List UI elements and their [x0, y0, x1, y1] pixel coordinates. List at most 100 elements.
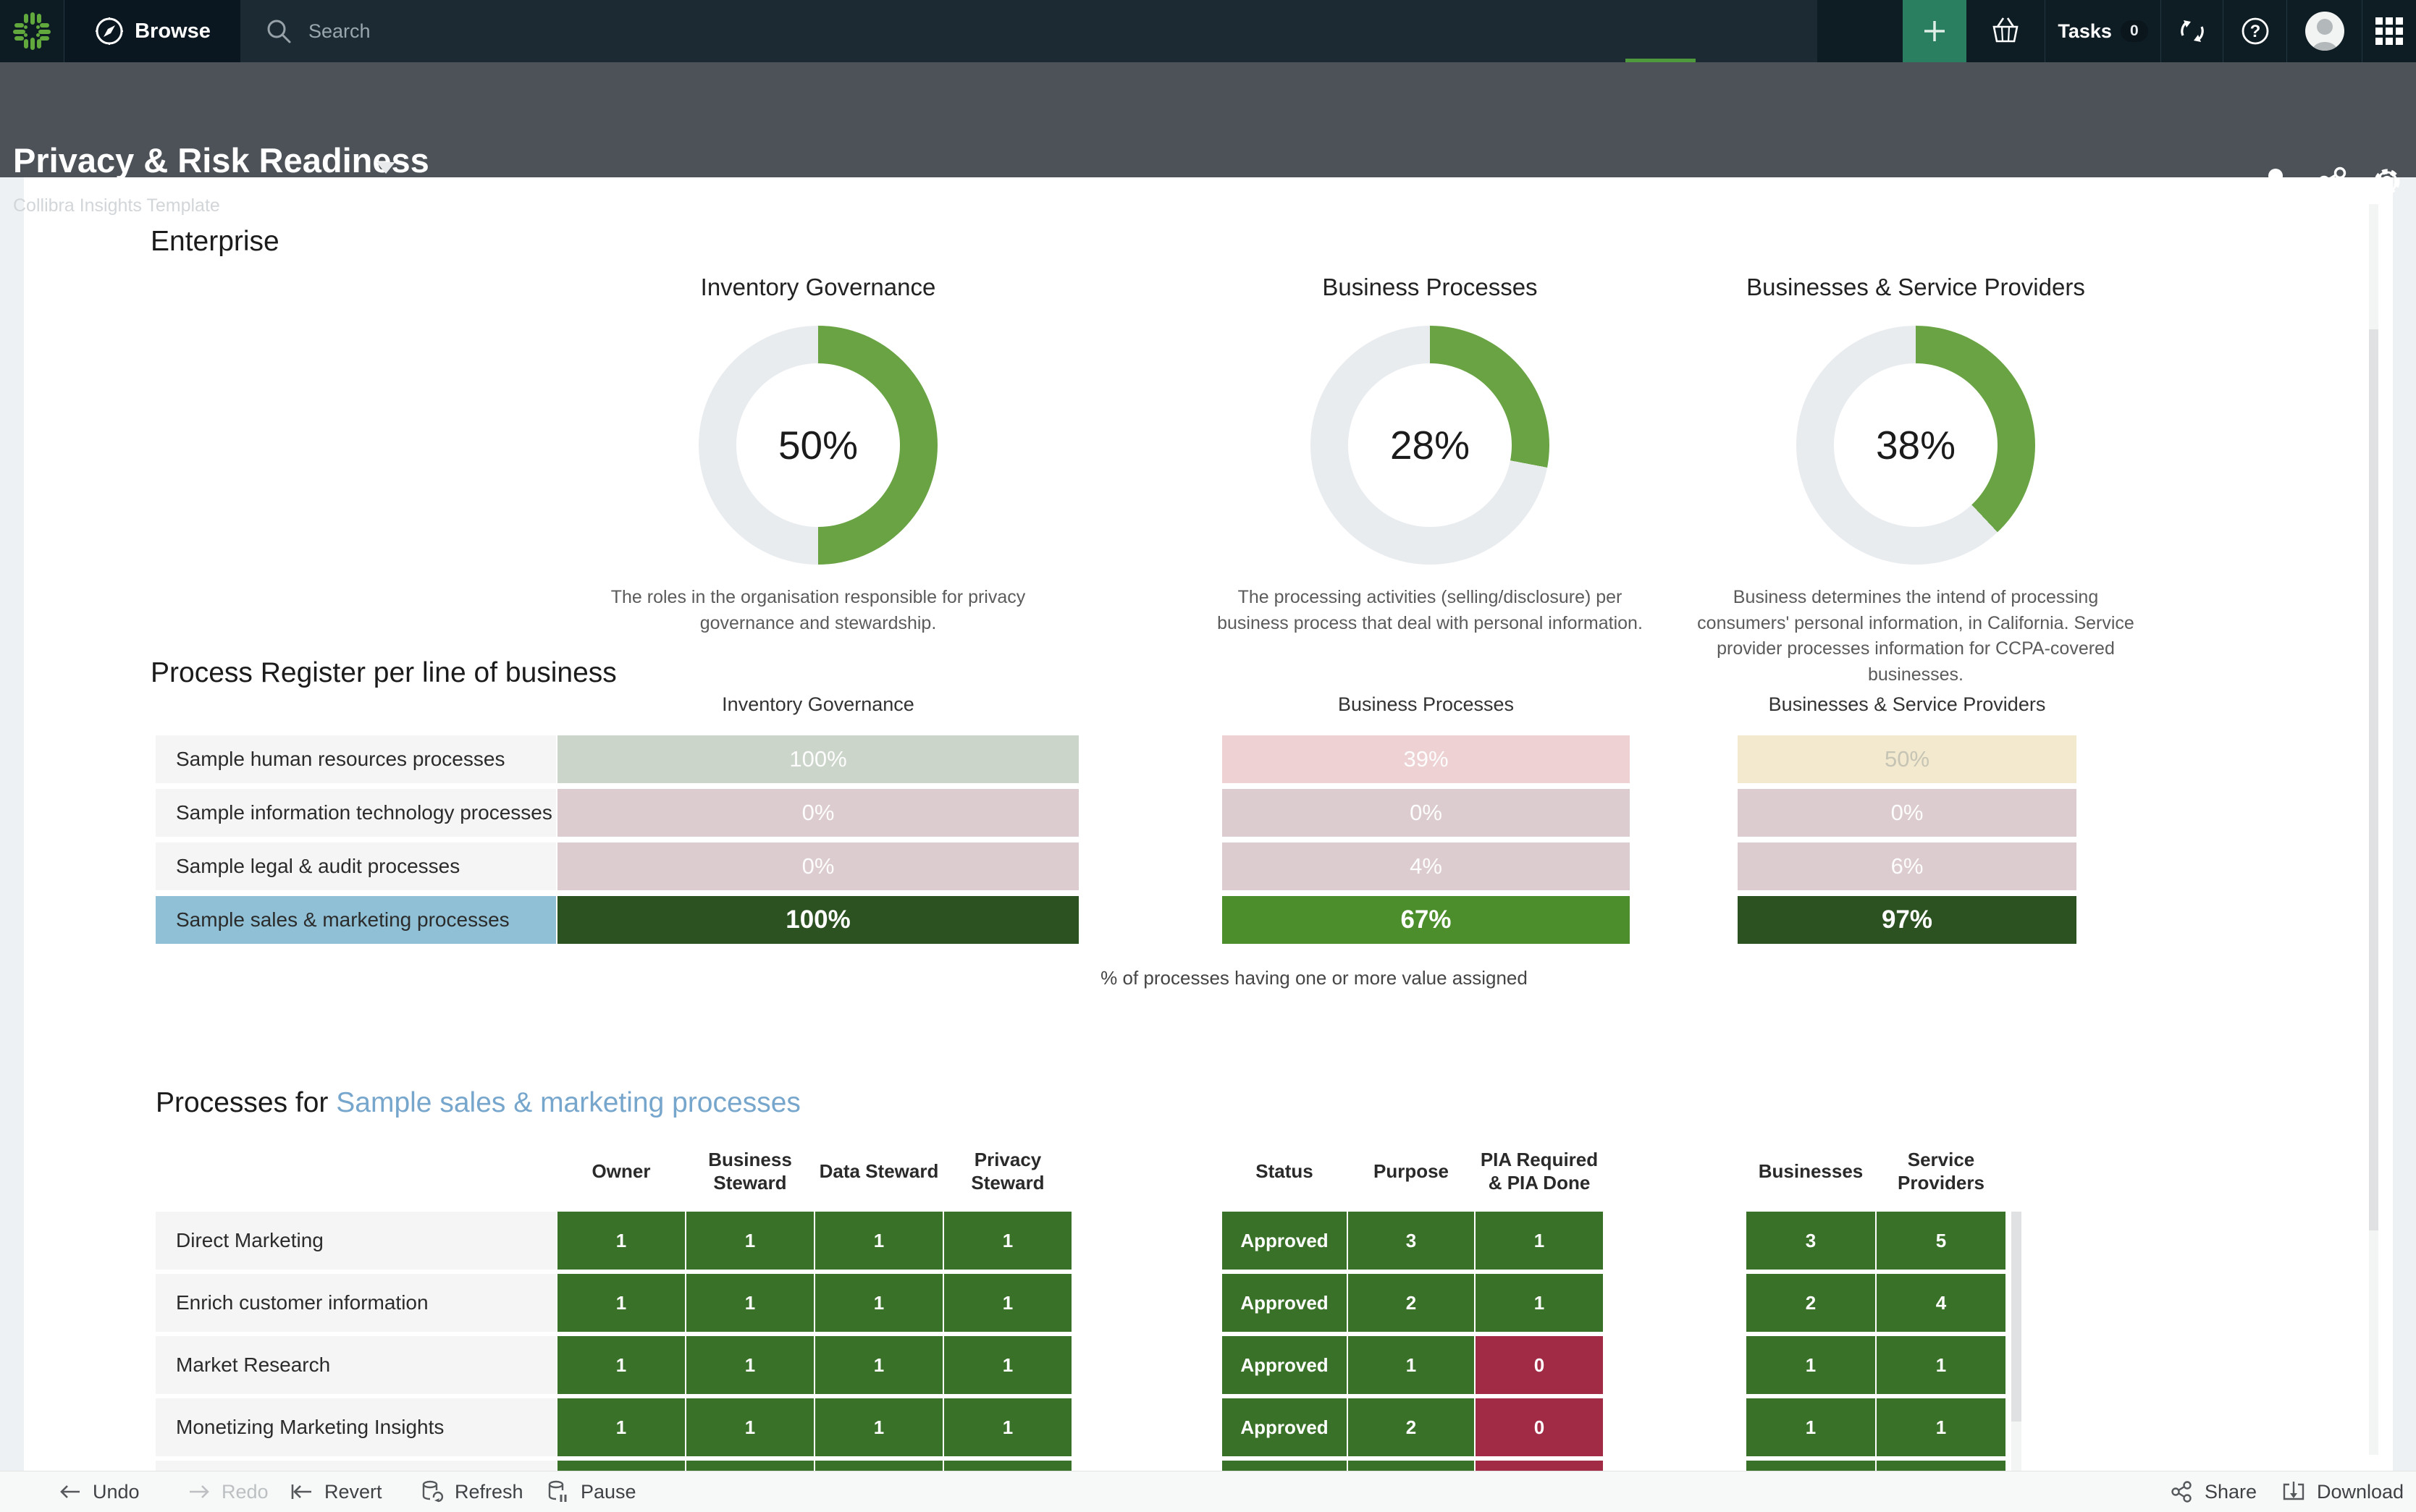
compass-icon	[96, 17, 124, 45]
shopping-basket-button[interactable]	[1966, 0, 2045, 62]
redo-icon	[190, 1485, 209, 1498]
register-row-label[interactable]: Sample legal & audit processes	[156, 842, 556, 890]
register-cell: 0%	[1222, 789, 1630, 837]
donut-title: Businesses & Service Providers	[1746, 274, 2085, 300]
process-cell-owner: 1	[557, 1336, 685, 1394]
share-button-header[interactable]	[2314, 164, 2350, 200]
section-heading-enterprise: Enterprise	[151, 226, 279, 257]
share-icon	[2318, 166, 2346, 197]
create-button[interactable]	[1903, 0, 1966, 62]
process-cell-providers: 1	[1877, 1398, 2005, 1456]
process-cell-owner: 1	[557, 1274, 685, 1332]
refresh-button[interactable]: Refresh	[418, 1471, 523, 1512]
process-cell-data-steward: 1	[815, 1398, 943, 1456]
process-cell-businesses: 2	[1746, 1274, 1875, 1332]
process-cell-data-steward: 1	[815, 1212, 943, 1270]
register-row-label[interactable]: Sample human resources processes	[156, 735, 556, 783]
register-cell: 0%	[1738, 789, 2076, 837]
revert-button[interactable]: Revert	[290, 1471, 382, 1512]
share-button[interactable]: Share	[2168, 1471, 2257, 1512]
register-cell: 100%	[557, 735, 1079, 783]
process-cell-status: Approved	[1222, 1274, 1347, 1332]
donut-title: Business Processes	[1322, 274, 1538, 300]
pause-button[interactable]: Pause	[544, 1471, 636, 1512]
processes-column-header: Privacy Steward	[971, 1148, 1045, 1194]
search-bar[interactable]: Search	[240, 0, 1817, 62]
grid-icon	[2375, 17, 2403, 45]
process-cell-pia-alert: 0	[1476, 1336, 1603, 1394]
register-footnote: % of processes having one or more value …	[1100, 967, 1528, 989]
processes-column-header: Status	[1255, 1160, 1313, 1182]
register-column-header: Businesses & Service Providers	[1768, 693, 2046, 715]
register-cell: 0%	[557, 842, 1079, 890]
process-cell-providers: 1	[1877, 1336, 2005, 1394]
donut-value: 28%	[1389, 423, 1470, 468]
download-button[interactable]: Download	[2281, 1471, 2404, 1512]
browse-button[interactable]: Browse	[64, 0, 240, 62]
process-row-label: Market Research	[156, 1336, 556, 1394]
register-cell: 0%	[557, 789, 1079, 837]
title-caret-icon[interactable]	[376, 162, 395, 174]
processes-column-header: Data Steward	[819, 1160, 939, 1182]
processes-heading-prefix: Processes for	[156, 1087, 337, 1118]
process-cell-business-steward: 1	[686, 1274, 814, 1332]
process-cell-status: Approved	[1222, 1212, 1347, 1270]
register-cell: 6%	[1738, 842, 2076, 890]
process-cell-business-steward: 1	[686, 1212, 814, 1270]
profile-button[interactable]	[2257, 164, 2294, 200]
process-cell-status: Approved	[1222, 1398, 1347, 1456]
donut-value: 50%	[778, 423, 859, 468]
settings-button[interactable]	[2369, 164, 2405, 200]
donut-caption: Business determines the intend of proces…	[1697, 587, 2134, 685]
register-row-label-selected[interactable]: Sample sales & marketing processes	[156, 896, 556, 944]
donut-caption: The processing activities (selling/discl…	[1217, 587, 1643, 633]
redo-button[interactable]: Redo	[187, 1471, 269, 1512]
process-cell-data-steward: 1	[815, 1274, 943, 1332]
process-cell-privacy-steward: 1	[944, 1336, 1072, 1394]
search-icon	[267, 20, 291, 43]
browse-label: Browse	[135, 19, 211, 43]
processes-column-header: Owner	[592, 1160, 651, 1182]
tasks-count-badge: 0	[2120, 20, 2148, 42]
process-cell-businesses: 1	[1746, 1398, 1875, 1456]
process-cell-pia: 1	[1476, 1212, 1603, 1270]
donut-chart-businesses-service-providers: 38%	[1796, 326, 2035, 565]
svg-text:?: ?	[2249, 22, 2260, 41]
process-cell-providers: 5	[1877, 1212, 2005, 1270]
process-cell-purpose: 1	[1348, 1336, 1474, 1394]
gear-icon	[2374, 169, 2400, 195]
process-cell-purpose: 2	[1348, 1274, 1474, 1332]
table-scrollbar-thumb[interactable]	[2011, 1212, 2021, 1422]
bottom-toolbar: Undo Redo Revert Ref	[0, 1471, 2416, 1512]
undo-button[interactable]: Undo	[58, 1471, 140, 1512]
collibra-logo-icon	[13, 12, 51, 50]
collibra-logo[interactable]	[0, 0, 64, 62]
page-scrollbar-thumb[interactable]	[2369, 329, 2378, 1230]
process-cell-purpose: 2	[1348, 1398, 1474, 1456]
page-title[interactable]: Privacy & Risk Readiness	[13, 141, 429, 180]
process-cell-pia-alert: 0	[1476, 1398, 1603, 1456]
user-avatar[interactable]	[2286, 0, 2362, 62]
donut-chart-inventory-governance: 50%	[699, 326, 938, 565]
tasks-button[interactable]: Tasks 0	[2045, 0, 2160, 62]
process-cell-business-steward: 1	[686, 1398, 814, 1456]
plus-icon	[1924, 21, 1945, 41]
dashboard-header: Privacy & Risk Readiness Collibra Insigh…	[0, 62, 2416, 216]
sync-button[interactable]	[2160, 0, 2223, 62]
process-cell-privacy-steward: 1	[944, 1398, 1072, 1456]
register-cell: 39%	[1222, 735, 1630, 783]
donut-title: Inventory Governance	[700, 274, 936, 300]
apps-grid-button[interactable]	[2362, 0, 2416, 62]
process-cell-data-steward: 1	[815, 1336, 943, 1394]
process-row-label: Monetizing Marketing Insights	[156, 1398, 556, 1456]
process-cell-providers: 4	[1877, 1274, 2005, 1332]
topbar-spacer	[1817, 0, 1903, 62]
help-button[interactable]: ?	[2223, 0, 2286, 62]
share-icon	[2171, 1481, 2192, 1503]
process-cell-privacy-steward: 1	[944, 1274, 1072, 1332]
process-cell-owner: 1	[557, 1212, 685, 1270]
register-row-label[interactable]: Sample information technology processes	[156, 789, 556, 837]
search-placeholder: Search	[308, 20, 371, 42]
process-cell-purpose: 3	[1348, 1212, 1474, 1270]
